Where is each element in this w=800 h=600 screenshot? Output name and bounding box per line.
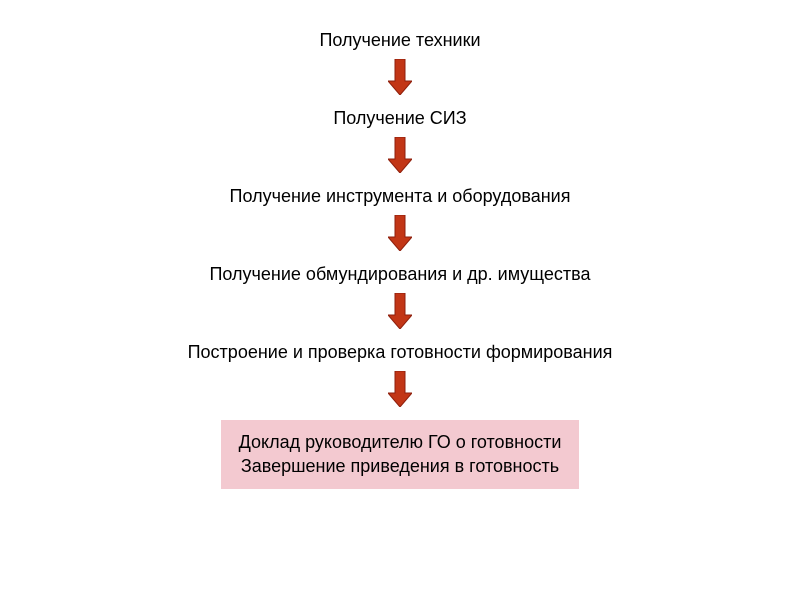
- final-step-box: Доклад руководителю ГО о готовности Заве…: [221, 420, 580, 489]
- step-3: Получение инструмента и оборудования: [230, 186, 571, 207]
- step-1: Получение техники: [319, 30, 480, 51]
- arrow-icon: [388, 215, 412, 256]
- arrow-icon: [388, 59, 412, 100]
- step-2: Получение СИЗ: [333, 108, 466, 129]
- final-step-line2: Завершение приведения в готовность: [239, 454, 562, 478]
- final-step-line1: Доклад руководителю ГО о готовности: [239, 430, 562, 454]
- step-5: Построение и проверка готовности формиро…: [188, 342, 613, 363]
- arrow-icon: [388, 293, 412, 334]
- arrow-icon: [388, 371, 412, 412]
- step-4: Получение обмундирования и др. имущества: [209, 264, 590, 285]
- arrow-icon: [388, 137, 412, 178]
